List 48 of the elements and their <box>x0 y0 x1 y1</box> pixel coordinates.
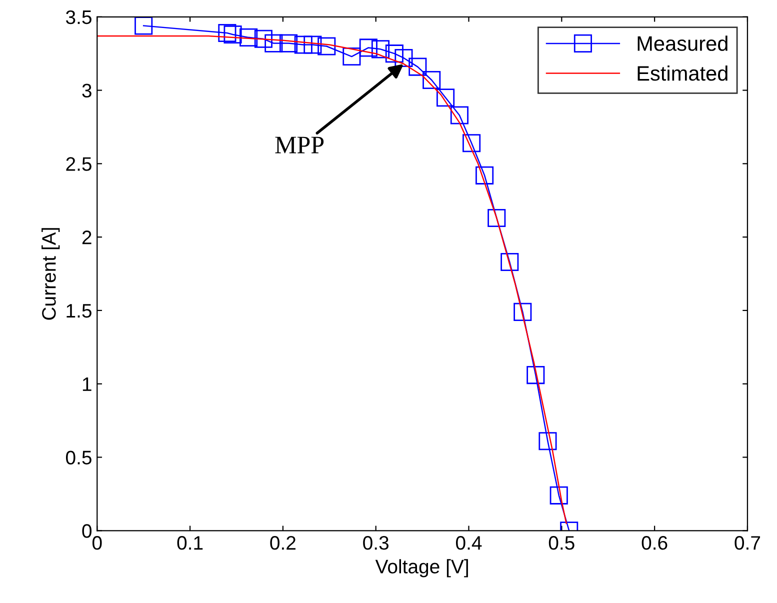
x-tick-label: 0 <box>92 536 102 550</box>
x-axis-title: Voltage [V] <box>375 559 468 578</box>
y-tick-label: 3.5 <box>66 10 92 24</box>
point <box>488 208 506 228</box>
y-tick-label: 2.5 <box>66 157 92 171</box>
point <box>436 88 455 107</box>
point <box>476 166 494 184</box>
point <box>240 28 258 46</box>
y-axis-title: Current [A] <box>42 228 60 320</box>
y-tick-label: 0 <box>82 524 92 538</box>
point <box>279 34 298 52</box>
point <box>514 302 532 321</box>
x-tick-label: 0.4 <box>456 536 482 550</box>
point <box>408 58 427 76</box>
point <box>538 432 557 450</box>
legend-label: Estimated <box>638 65 728 81</box>
x-tick-label: 0.1 <box>177 536 203 550</box>
x-tick-label: 0.5 <box>548 536 574 550</box>
y-tick-label: 2 <box>82 230 92 244</box>
point <box>550 486 568 504</box>
annotation: MPP <box>275 136 324 154</box>
point <box>264 34 283 52</box>
point <box>359 38 378 57</box>
point <box>304 36 322 54</box>
x-tick-label: 0.3 <box>363 536 389 550</box>
x-tick-label: 0.2 <box>270 536 296 550</box>
point <box>500 252 519 272</box>
point <box>224 25 242 44</box>
point <box>134 16 153 35</box>
point <box>462 134 481 152</box>
point <box>342 47 361 66</box>
point <box>526 366 545 384</box>
y-tick-label: 3 <box>82 84 92 98</box>
legend-label: Measured <box>638 36 728 51</box>
y-tick-label: 1 <box>82 378 92 391</box>
point <box>450 106 468 124</box>
point <box>394 48 413 68</box>
point <box>422 70 441 90</box>
point <box>218 24 236 42</box>
point <box>254 30 272 48</box>
y-tick-label: 0.5 <box>66 450 92 464</box>
x-tick-label: 0.7 <box>734 536 760 550</box>
y-tick-label: 1.5 <box>66 304 92 318</box>
point <box>318 37 336 56</box>
point <box>385 44 404 63</box>
point <box>294 36 312 54</box>
point <box>371 40 390 58</box>
x-tick-label: 0.6 <box>642 536 668 550</box>
